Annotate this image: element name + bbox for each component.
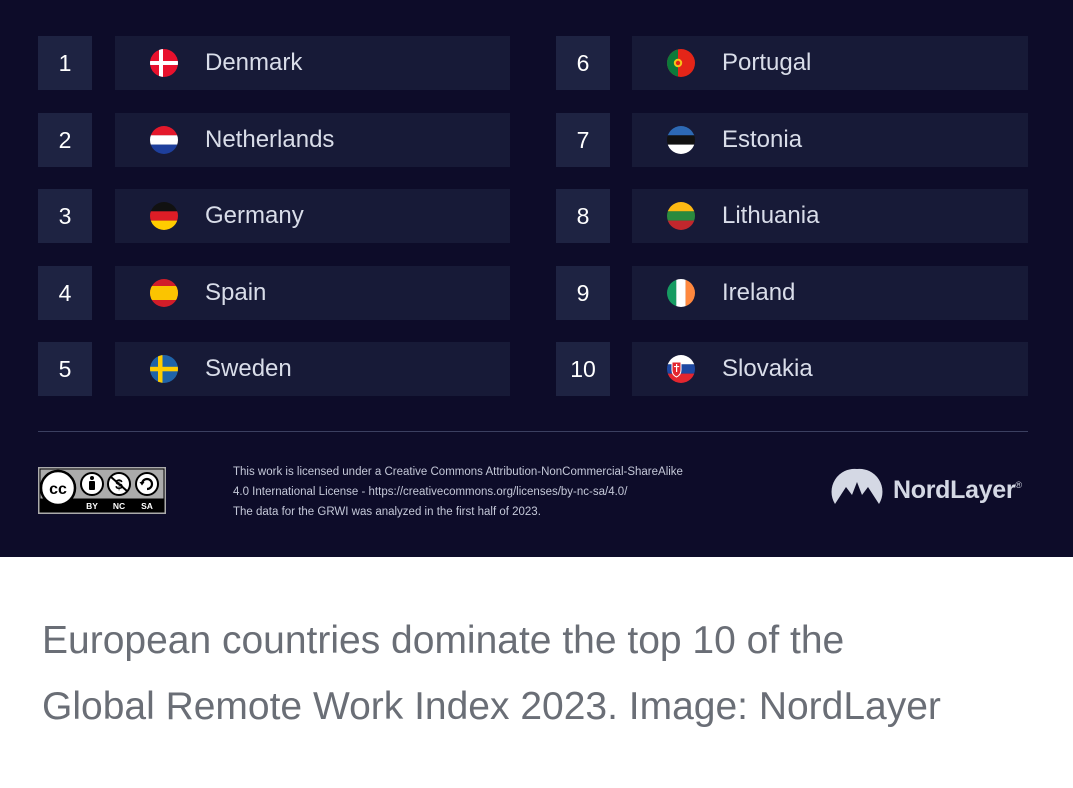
slovakia-flag-icon	[667, 355, 695, 383]
country-cell: Germany	[115, 189, 510, 243]
divider	[38, 431, 1028, 432]
svg-text:cc: cc	[49, 481, 67, 498]
country-name: Germany	[205, 202, 304, 229]
country-cell: Denmark	[115, 36, 510, 90]
country-cell: Estonia	[632, 113, 1028, 167]
rank-number: 8	[556, 189, 610, 243]
caption-line: Global Remote Work Index 2023. Image: No…	[42, 685, 941, 728]
country-cell: Portugal	[632, 36, 1028, 90]
creative-commons-badge-icon: cc $ BY NC SA	[38, 467, 166, 514]
nordlayer-mountain-icon	[831, 466, 883, 515]
registered-mark: ®	[1015, 479, 1022, 490]
country-cell: Netherlands	[115, 113, 510, 167]
country-name: Lithuania	[722, 202, 820, 229]
country-name: Denmark	[205, 49, 303, 76]
country-name: Slovakia	[722, 355, 813, 382]
germany-flag-icon	[150, 202, 178, 230]
sweden-flag-icon	[150, 355, 178, 383]
country-name: Netherlands	[205, 126, 335, 153]
cc-sa-label: SA	[141, 501, 153, 511]
spain-flag-icon	[150, 279, 178, 307]
netherlands-flag-icon	[150, 126, 178, 154]
nordlayer-logo: NordLayer®	[831, 468, 1022, 512]
rank-number: 10	[556, 342, 610, 396]
rank-number: 7	[556, 113, 610, 167]
license-text: This work is licensed under a Creative C…	[233, 462, 793, 522]
rank-number: 3	[38, 189, 92, 243]
image-caption: European countries dominate the top 10 o…	[42, 608, 1052, 740]
brand-name-text: NordLayer	[893, 475, 1016, 504]
ireland-flag-icon	[667, 279, 695, 307]
country-cell: Spain	[115, 266, 510, 320]
denmark-flag-icon	[150, 49, 178, 77]
portugal-flag-icon	[667, 49, 695, 77]
country-cell: Ireland	[632, 266, 1028, 320]
rank-number: 2	[38, 113, 92, 167]
ranking-panel: 1 Denmark 2 Netherlands 3 Germany 4	[0, 0, 1073, 557]
rank-number: 5	[38, 342, 92, 396]
lithuania-flag-icon	[667, 202, 695, 230]
cc-nc-label: NC	[113, 501, 125, 511]
brand-name: NordLayer®	[893, 476, 1022, 505]
country-name: Portugal	[722, 49, 812, 76]
caption-line: European countries dominate the top 10 o…	[42, 619, 845, 662]
license-line: 4.0 International License - https://crea…	[233, 486, 628, 498]
license-line: This work is licensed under a Creative C…	[233, 466, 683, 478]
rank-number: 6	[556, 36, 610, 90]
country-cell: Lithuania	[632, 189, 1028, 243]
license-line: The data for the GRWI was analyzed in th…	[233, 506, 541, 518]
rank-number: 1	[38, 36, 92, 90]
rank-number: 4	[38, 266, 92, 320]
country-name: Spain	[205, 279, 267, 306]
country-name: Estonia	[722, 126, 803, 153]
cc-by-label: BY	[86, 501, 98, 511]
country-name: Sweden	[205, 355, 292, 382]
rank-number: 9	[556, 266, 610, 320]
country-cell: Slovakia	[632, 342, 1028, 396]
country-name: Ireland	[722, 279, 796, 306]
country-cell: Sweden	[115, 342, 510, 396]
estonia-flag-icon	[667, 126, 695, 154]
